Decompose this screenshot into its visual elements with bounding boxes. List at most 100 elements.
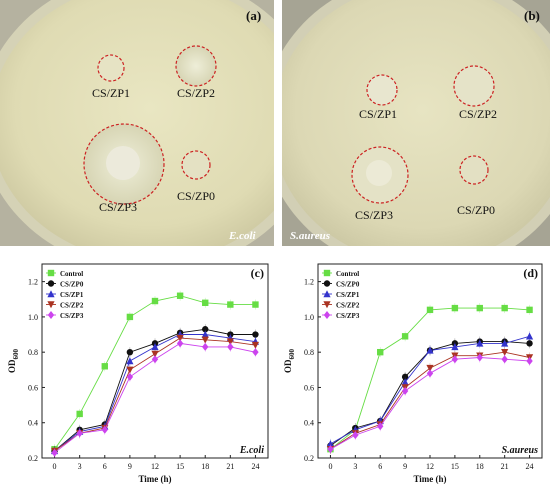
x-tick-label: 6 xyxy=(103,462,107,471)
data-point xyxy=(526,340,533,347)
data-point xyxy=(151,297,159,305)
x-axis-label: Time (h) xyxy=(413,474,446,484)
legend-marker xyxy=(47,290,55,298)
legend-marker xyxy=(323,280,331,287)
data-point xyxy=(126,313,134,321)
data-point xyxy=(227,342,234,351)
x-axis-label: Time (h) xyxy=(138,474,171,484)
panel-label-a: (a) xyxy=(246,8,261,23)
data-point xyxy=(151,350,159,358)
data-point xyxy=(525,332,534,340)
petri-dish-photo-ecoli: CS/ZP1 CS/ZP2 CS/ZP3 CS/ZP0 (a) E.coli xyxy=(0,0,274,246)
data-point xyxy=(76,429,83,438)
x-tick-label: 15 xyxy=(176,462,184,471)
organism-label-ecoli: E.coli xyxy=(228,230,257,242)
organism-annotation: E.coli xyxy=(239,445,264,456)
data-point xyxy=(226,338,234,346)
label-cszp2: CS/ZP2 xyxy=(459,107,497,121)
y-tick-label: 0.6 xyxy=(304,383,314,392)
x-tick-label: 21 xyxy=(226,462,234,471)
data-point xyxy=(377,348,384,356)
label-cszp1: CS/ZP1 xyxy=(359,107,397,121)
label-cszp1: CS/ZP1 xyxy=(92,86,130,100)
panel-label: (d) xyxy=(523,266,538,280)
x-tick-label: 6 xyxy=(378,462,382,471)
label-cszp2: CS/ZP2 xyxy=(177,86,215,100)
legend-label: CS/ZP3 xyxy=(336,312,360,320)
x-tick-label: 12 xyxy=(426,462,434,471)
disc-cszp3 xyxy=(106,146,140,180)
y-tick-label: 0.2 xyxy=(28,454,38,463)
data-point xyxy=(202,299,209,306)
data-point xyxy=(151,343,159,351)
panel-label-b: (b) xyxy=(524,8,540,23)
y-tick-label: 0.4 xyxy=(28,419,38,428)
data-point xyxy=(401,378,409,386)
data-point xyxy=(101,363,108,370)
disc-cszp3 xyxy=(366,160,392,186)
data-point xyxy=(476,339,484,347)
label-cszp3: CS/ZP3 xyxy=(99,200,137,214)
inhibition-zone-cszp0 xyxy=(181,150,211,180)
data-point xyxy=(76,410,83,418)
y-tick-label: 1.2 xyxy=(28,278,38,287)
legend-label: CS/ZP1 xyxy=(60,291,84,299)
y-axis-label: OD600 xyxy=(283,349,296,374)
panel-label: (c) xyxy=(251,266,264,280)
growth-curve-chart-ecoli: 0 3 6 9 12 15 18 21 24 0.2 0.4 0.6 0.8 1.0 1.2 Time (h)… xyxy=(0,252,276,492)
data-point xyxy=(251,341,260,349)
data-point xyxy=(401,333,409,340)
legend-marker xyxy=(47,280,55,287)
data-point xyxy=(202,326,209,333)
data-point xyxy=(201,330,209,338)
growth-curve-ecoli-svg: 0 3 6 9 12 15 18 21 24 0.2 0.4 0.6 0.8 1.0 1.2 Time (h)… xyxy=(7,263,269,484)
data-point xyxy=(476,353,483,362)
x-tick-label: 9 xyxy=(128,462,132,471)
data-point xyxy=(451,304,459,312)
data-point xyxy=(227,301,234,308)
data-point xyxy=(401,386,409,395)
growth-curve-saureus-svg: 0 3 6 9 12 15 18 21 24 0.2 0.4 0.6 0.8 1.0 1.2 Time (h)… xyxy=(283,263,543,484)
data-point xyxy=(426,369,434,378)
data-point xyxy=(151,355,159,364)
y-tick-label: 1.0 xyxy=(28,313,38,322)
data-point xyxy=(202,342,209,351)
data-point xyxy=(126,348,134,356)
data-point xyxy=(501,339,509,347)
x-tick-label: 12 xyxy=(151,462,159,471)
legend-marker xyxy=(323,269,331,277)
legend-label: CS/ZP2 xyxy=(336,302,360,310)
organism-annotation: S.aureus xyxy=(502,445,539,456)
agar-surface xyxy=(282,0,550,246)
legend-label: Control xyxy=(336,270,359,278)
data-point xyxy=(526,306,533,314)
data-point xyxy=(252,348,259,357)
x-tick-label: 0 xyxy=(53,462,57,471)
y-tick-label: 0.4 xyxy=(304,419,314,428)
data-point xyxy=(426,306,434,314)
x-tick-label: 3 xyxy=(353,462,357,471)
inhibition-zone-cszp0 xyxy=(459,155,489,185)
y-tick-label: 0.6 xyxy=(28,383,38,392)
data-point xyxy=(101,425,108,434)
legend-marker xyxy=(323,301,331,309)
legend-label: CS/ZP3 xyxy=(60,312,84,320)
data-point xyxy=(476,304,483,312)
petri-dish-photo-saureus: CS/ZP1 CS/ZP2 CS/ZP3 CS/ZP0 (b) S.aureus xyxy=(282,0,550,246)
organism-label-saureus: S.aureus xyxy=(290,230,330,242)
legend-label: Control xyxy=(60,270,83,278)
x-tick-label: 24 xyxy=(526,462,534,471)
data-point xyxy=(501,355,508,364)
data-point xyxy=(176,334,184,342)
data-point xyxy=(126,372,134,381)
y-tick-label: 1.2 xyxy=(304,278,314,287)
data-point xyxy=(201,336,209,344)
data-point xyxy=(501,348,509,356)
data-point xyxy=(426,364,434,372)
x-tick-label: 15 xyxy=(451,462,459,471)
legend-marker xyxy=(323,311,331,319)
legend-label: CS/ZP0 xyxy=(60,281,84,289)
data-point xyxy=(352,431,359,440)
data-point xyxy=(176,292,184,299)
data-point xyxy=(252,301,259,308)
